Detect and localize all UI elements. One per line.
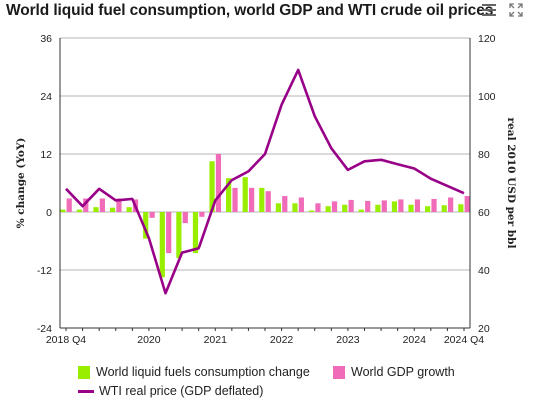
left-tick-label: 0 [46,207,52,219]
consumption-bar [308,210,315,212]
gdp-bar [431,198,437,212]
right-tick-label: 100 [478,91,496,103]
legend-item-consumption[interactable]: World liquid fuels consumption change [78,365,310,379]
legend-swatch-wti [78,389,94,393]
consumption-bar [176,212,182,258]
consumption-bar [441,205,447,212]
x-tick-label: 2018 Q4 [46,334,86,346]
gdp-bar [464,196,470,212]
consumption-bar [209,161,215,212]
axes [59,38,471,331]
x-tick-label: 2023 [336,334,360,346]
consumption-bar [408,204,414,212]
gdp-bar [365,200,371,212]
x-tick-label: 2024 Q4 [444,334,484,346]
consumption-bar [292,203,298,212]
gdp-bar [282,196,288,212]
left-tick-label: 36 [40,33,52,45]
gdp-bar [398,199,404,212]
gdp-bar [149,212,155,218]
consumption-bar [93,207,99,212]
wti-line-group [65,68,465,295]
consumption-bar [375,204,381,212]
expand-icon[interactable] [509,3,523,17]
left-tick-label: -12 [37,265,52,277]
legend-label-gdp: World GDP growth [351,365,455,379]
left-tick-label: 12 [40,149,52,161]
right-tick-label: 120 [478,33,496,45]
consumption-bar [358,209,364,212]
legend-item-gdp[interactable]: World GDP growth [333,365,455,379]
consumption-bar [425,206,431,212]
consumption-bar [458,204,464,212]
consumption-bar [159,212,165,278]
right-axis-title: real 2010 USD per bbl [505,118,517,249]
consumption-bar [391,201,398,212]
x-tick-label: 2022 [270,334,294,346]
legend-label-wti: WTI real price (GDP deflated) [99,384,264,398]
right-tick-label: 80 [478,149,490,161]
consumption-bar [275,203,281,212]
left-axis-title: % change (YoY) [15,138,27,229]
gdp-bar [348,199,354,212]
chart-title: World liquid fuel consumption, world GDP… [6,2,494,19]
right-tick-label: 40 [478,265,490,277]
x-tick-label: 2020 [137,334,161,346]
right-tick-label: 20 [478,323,490,335]
consumption-bar [242,177,248,212]
right-tick-label: 60 [478,207,490,219]
gdp-bar [448,197,454,212]
gdp-bar [381,200,387,212]
consumption-bar [60,209,66,212]
gdp-bar [265,191,271,212]
consumption-bar [226,178,232,212]
gdp-bar [315,203,321,212]
gdp-bar [99,198,105,212]
gdp-bar [116,198,122,212]
left-tick-label: 24 [40,91,52,103]
x-tick-label: 2024 [403,334,427,346]
gdp-bar [66,198,72,212]
consumption-bar [325,206,331,212]
consumption-bar [126,207,132,212]
wti-price-line [65,68,465,295]
legend-item-wti[interactable]: WTI real price (GDP deflated) [78,384,263,398]
legend-label-consumption: World liquid fuels consumption change [96,365,310,379]
bars-group [60,154,470,278]
gdp-bar [249,187,255,212]
consumption-bar [192,212,199,254]
consumption-bar [143,212,149,239]
legend-swatch-consumption [78,365,90,379]
legend-swatch-gdp [333,365,345,379]
gridlines [60,37,470,329]
gdp-bar [414,199,421,212]
gdp-bar [331,201,338,212]
gdp-bar [215,154,222,212]
gdp-bar [182,212,188,224]
gdp-bar [232,187,238,212]
gdp-bar [298,197,304,212]
gdp-bar [83,198,89,212]
consumption-bar [109,207,116,212]
consumption-bar [342,204,348,212]
consumption-bar [76,209,82,212]
gdp-bar [166,212,172,254]
left-tick-label: -24 [37,323,52,335]
tick-labels: -24 -12 0 12 24 36 20 40 60 80 100 120 2018 Q4 2020 20… [37,33,496,346]
x-tick-label: 2021 [204,334,228,346]
hamburger-menu-icon[interactable] [482,4,496,16]
consumption-bar [259,187,265,212]
gdp-bar [199,212,205,217]
